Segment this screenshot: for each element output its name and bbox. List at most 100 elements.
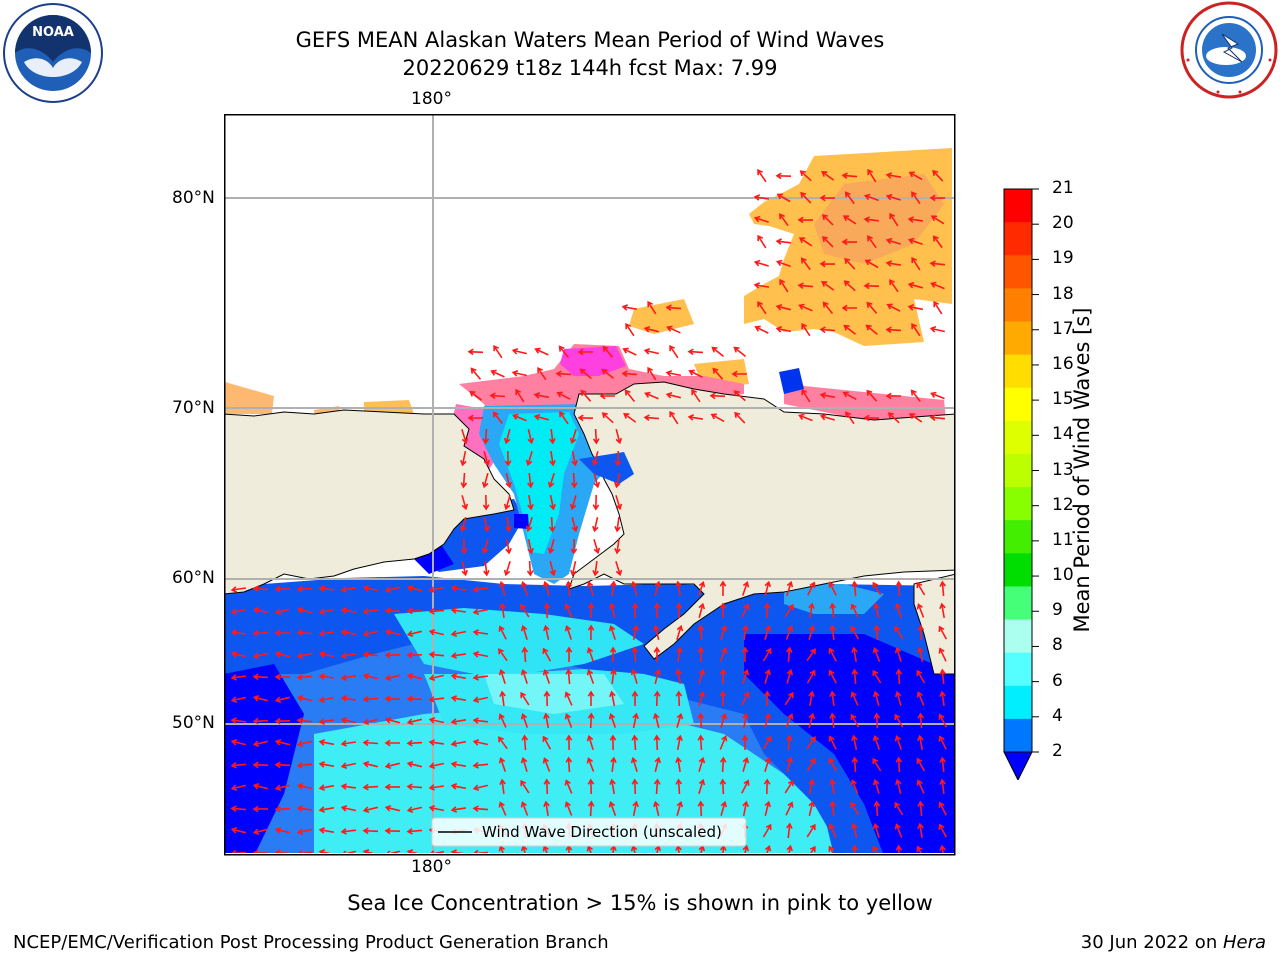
wave-direction-arrow [675,668,682,685]
wave-direction-arrow [733,346,746,358]
wave-direction-arrow [450,849,465,853]
wave-direction-arrow [297,850,313,853]
wave-direction-arrow [630,580,638,596]
wave-direction-arrow [851,822,858,838]
wave-direction-arrow [570,561,577,577]
wave-direction-arrow [549,494,556,511]
wave-direction-arrow [499,690,506,707]
wave-direction-arrow [939,602,946,619]
wave-direction-arrow [894,734,903,750]
wave-direction-arrow [939,580,947,597]
wave-direction-arrow [719,756,727,773]
wave-direction-arrow [340,740,357,747]
wave-direction-arrow [786,580,794,596]
wave-direction-arrow [697,712,705,729]
wave-direction-arrow [665,304,682,312]
wave-direction-arrow [786,844,793,853]
wave-direction-arrow [938,823,948,838]
wave-direction-arrow [851,580,859,597]
wave-direction-arrow [872,690,880,707]
wave-direction-arrow [863,193,879,202]
wave-direction-arrow [450,652,467,659]
wave-direction-arrow [231,849,247,853]
colorbar-segment [1004,354,1032,389]
wave-direction-arrow [797,216,814,224]
colorbar-segment [1004,222,1032,256]
wave-direction-arrow [930,391,945,400]
wave-direction-arrow [762,735,772,750]
wave-direction-arrow [614,516,621,533]
wave-direction-arrow [493,344,503,359]
wave-direction-arrow [525,517,533,533]
wave-direction-arrow [252,740,268,748]
wave-direction-arrow [889,212,899,227]
wave-direction-arrow [850,603,859,618]
wave-direction-arrow [318,784,335,791]
wave-direction-arrow [910,389,921,402]
wave-direction-arrow [808,712,816,729]
wave-direction-arrow [850,691,859,706]
credit-text: NCEP/EMC/Verification Post Processing Pr… [13,932,609,953]
wave-direction-arrow [938,625,948,640]
wave-direction-arrow [570,538,578,555]
wave-direction-arrow [430,850,445,853]
wave-direction-arrow [623,413,637,423]
wave-direction-arrow [742,624,749,641]
colorbar-segment [1004,420,1032,455]
wave-direction-arrow [829,690,836,707]
colorbar-tick-label: 11 [1052,529,1074,550]
wave-direction-arrow [609,778,616,795]
colorbar-tick-label: 4 [1052,705,1063,726]
wave-direction-arrow [798,413,813,422]
wave-direction-arrow [252,849,268,853]
wave-direction-arrow [461,561,468,577]
wave-direction-arrow [504,450,512,467]
wave-direction-arrow [887,412,900,424]
wave-direction-arrow [601,368,614,379]
wave-direction-arrow [450,806,467,813]
wave-direction-arrow [230,761,247,769]
wave-direction-arrow [632,800,639,817]
wave-direction-arrow [543,602,551,619]
wave-direction-arrow [808,624,816,640]
wave-direction-arrow [565,668,573,685]
wave-direction-arrow [872,845,879,853]
wave-direction-arrow [757,168,767,183]
wave-direction-arrow [867,168,877,183]
wave-direction-arrow [687,348,704,356]
wave-direction-arrow [785,713,794,728]
wave-direction-arrow [675,778,683,795]
wave-direction-arrow [472,805,489,813]
wave-direction-arrow [845,411,855,425]
wave-direction-arrow [601,412,614,424]
wave-direction-arrow [741,603,750,618]
wave-direction-arrow [710,413,725,423]
wave-direction-arrow [779,213,789,227]
wave-direction-arrow [428,739,445,746]
wave-direction-arrow [786,822,793,839]
colorbar-tick-label: 10 [1052,565,1074,586]
run-date-prefix: 30 Jun 2022 on [1080,932,1223,953]
wave-direction-arrow [564,624,573,640]
wave-direction-arrow [798,237,813,247]
wave-direction-arrow [872,757,882,772]
lat-label-70n: 70°N [172,398,215,418]
wave-direction-arrow [786,668,794,684]
wave-direction-arrow [819,392,836,399]
colorbar-segment [1004,586,1032,621]
wave-direction-arrow [591,451,599,467]
wave-direction-arrow [741,779,750,794]
wave-direction-arrow [615,495,623,511]
wave-direction-arrow [587,602,595,619]
wave-direction-arrow [631,646,639,663]
wave-direction-arrow [521,646,529,663]
map-frame [224,114,956,856]
wave-direction-arrow [775,259,791,268]
wave-direction-arrow [753,194,770,201]
wave-direction-arrow [406,718,422,726]
wave-direction-arrow [917,822,924,839]
wave-direction-arrow [806,669,816,684]
wave-direction-arrow [850,779,859,794]
wave-direction-arrow [318,827,335,834]
wave-direction-arrow [296,585,313,593]
